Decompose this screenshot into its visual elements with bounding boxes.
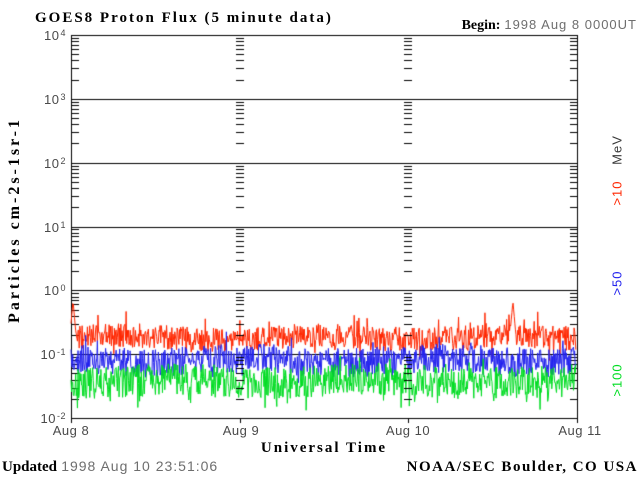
y-tick-label: 103: [44, 92, 66, 107]
updated-value: 1998 Aug 10 23:51:06: [61, 458, 219, 474]
x-tick-label: Aug 9: [222, 423, 260, 438]
x-tick-label: Aug 10: [385, 423, 431, 438]
begin-annotation: Begin: 1998 Aug 8 0000UT: [462, 16, 637, 34]
begin-value: 1998 Aug 8 0000UT: [504, 17, 637, 32]
updated-timestamp: Updated 1998 Aug 10 23:51:06: [2, 458, 218, 476]
y-tick-label: 100: [44, 283, 66, 298]
y-tick-label: 102: [44, 156, 66, 171]
y-tick-label: 10-1: [40, 347, 66, 362]
x-tick-label: Aug 8: [52, 423, 90, 438]
x-tick-label: Aug 11: [558, 423, 602, 438]
legend-series-gt100: >100: [609, 363, 625, 397]
y-tick-label: 10-2: [40, 411, 66, 426]
y-tick-label: 104: [44, 28, 66, 43]
x-axis-label: Universal Time: [260, 440, 388, 456]
legend-series-gt10: >10: [609, 180, 625, 206]
credit-text: NOAA/SEC Boulder, CO USA: [406, 459, 638, 475]
updated-label: Updated: [2, 459, 58, 475]
y-tick-label: 101: [44, 220, 66, 235]
legend-unit-mev: MeV: [609, 135, 625, 165]
chart-title: GOES8 Proton Flux (5 minute data): [35, 10, 333, 26]
begin-label: Begin:: [461, 18, 501, 33]
legend-series-gt50: >50: [609, 270, 625, 296]
